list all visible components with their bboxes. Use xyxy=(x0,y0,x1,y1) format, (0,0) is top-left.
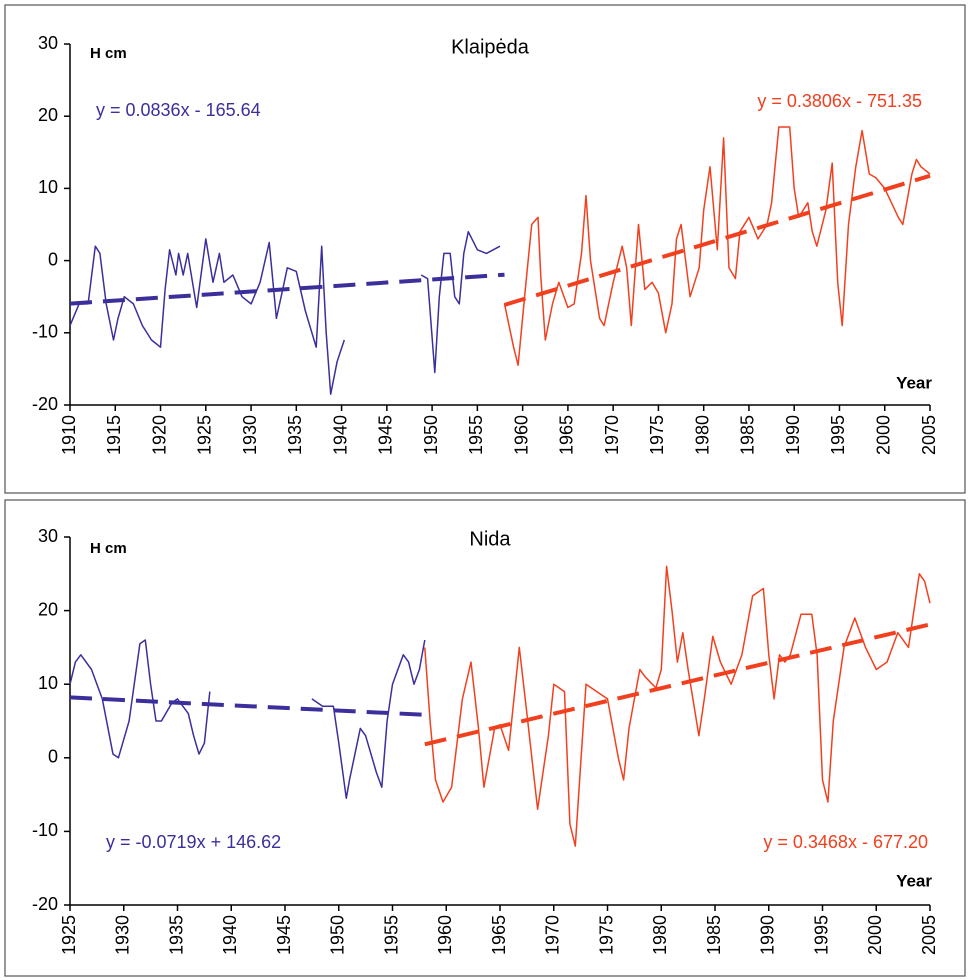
x-tick-label: 1970 xyxy=(602,415,622,455)
trend-line xyxy=(503,173,931,307)
x-tick-label: 1960 xyxy=(435,915,455,955)
x-tick-label: 1985 xyxy=(704,915,724,955)
x-tick-label: 1990 xyxy=(758,915,778,955)
x-tick-label: 1985 xyxy=(738,415,758,455)
x-tick-label: 1915 xyxy=(104,415,124,455)
trend-equation: y = 0.3468x - 677.20 xyxy=(763,832,928,852)
y-tick-label: 0 xyxy=(48,249,58,269)
y-tick-label: -10 xyxy=(32,820,58,840)
x-tick-label: 1995 xyxy=(811,915,831,955)
x-tick-label: 1950 xyxy=(421,415,441,455)
x-tick-label: 1965 xyxy=(557,415,577,455)
x-tick-label: 1925 xyxy=(195,415,215,455)
x-tick-label: 2005 xyxy=(919,415,939,455)
x-tick-label: 1965 xyxy=(489,915,509,955)
x-axis-label: Year xyxy=(896,373,932,392)
x-tick-label: 1935 xyxy=(166,915,186,955)
x-tick-label: 1950 xyxy=(328,915,348,955)
x-tick-label: 2005 xyxy=(919,915,939,955)
x-tick-label: 1935 xyxy=(285,415,305,455)
x-tick-label: 1945 xyxy=(376,415,396,455)
x-tick-label: 1940 xyxy=(220,915,240,955)
trend-line xyxy=(69,272,505,306)
x-tick-label: 1930 xyxy=(240,415,260,455)
x-tick-label: 1955 xyxy=(466,415,486,455)
x-tick-label: 1945 xyxy=(274,915,294,955)
x-tick-label: 1910 xyxy=(59,415,79,455)
y-tick-label: 10 xyxy=(38,673,58,693)
x-tick-label: 1970 xyxy=(543,915,563,955)
x-tick-label: 1995 xyxy=(828,415,848,455)
x-tick-label: 1975 xyxy=(596,915,616,955)
x-axis-label: Year xyxy=(896,871,932,890)
y-axis-label: H cm xyxy=(90,540,127,557)
x-tick-label: 1955 xyxy=(381,915,401,955)
y-tick-label: 10 xyxy=(38,177,58,197)
x-tick-label: 1960 xyxy=(511,415,531,455)
trend-equation: y = 0.3806x - 751.35 xyxy=(757,91,922,111)
data-line xyxy=(69,639,426,800)
data-line xyxy=(424,565,931,847)
x-tick-label: 1980 xyxy=(650,915,670,955)
trend-equation: y = 0.0836x - 165.64 xyxy=(96,100,261,120)
y-tick-label: 0 xyxy=(48,747,58,767)
y-tick-label: -10 xyxy=(32,322,58,342)
panel-frame xyxy=(4,499,966,977)
x-tick-label: 1920 xyxy=(149,415,169,455)
trend-line xyxy=(69,695,425,717)
y-tick-label: -20 xyxy=(32,894,58,914)
y-tick-label: -20 xyxy=(32,394,58,414)
trend-equation: y = -0.0719x + 146.62 xyxy=(106,832,281,852)
data-line xyxy=(69,230,501,395)
y-tick-label: 20 xyxy=(38,105,58,125)
x-tick-label: 2000 xyxy=(865,915,885,955)
chart-title: Nida xyxy=(469,528,511,550)
x-tick-label: 1940 xyxy=(330,415,350,455)
y-tick-label: 30 xyxy=(38,526,58,546)
panel-frame xyxy=(4,4,966,494)
x-tick-label: 1930 xyxy=(113,915,133,955)
x-tick-label: 1990 xyxy=(783,415,803,455)
trend-line xyxy=(424,622,931,747)
y-axis-label: H cm xyxy=(90,45,127,62)
x-tick-label: 1975 xyxy=(647,415,667,455)
y-tick-label: 20 xyxy=(38,599,58,619)
x-tick-label: 1925 xyxy=(59,915,79,955)
x-tick-label: 2000 xyxy=(873,415,893,455)
y-tick-label: 30 xyxy=(38,33,58,53)
data-line xyxy=(503,126,931,367)
x-tick-label: 1980 xyxy=(692,415,712,455)
chart-title: Klaipėda xyxy=(451,36,530,58)
